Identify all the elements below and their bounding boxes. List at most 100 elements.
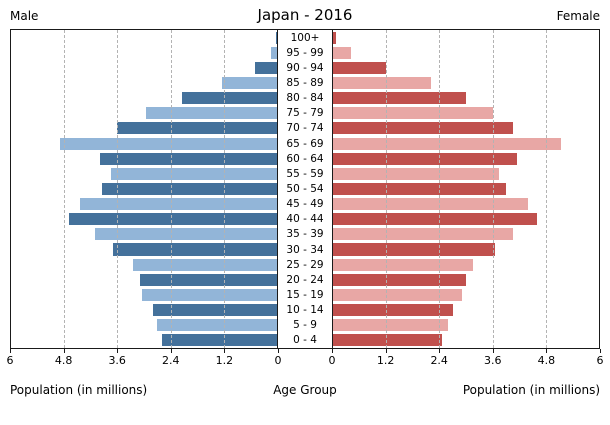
male-bar-row [11, 121, 277, 136]
female-bar [333, 46, 351, 59]
age-group-label: 55 - 59 [286, 167, 324, 180]
gridline [170, 30, 172, 348]
age-group-label: 5 - 9 [293, 319, 317, 332]
tick-label: 1.2 [376, 354, 395, 367]
age-group-label: 95 - 99 [286, 46, 324, 59]
male-bar-row [11, 91, 277, 106]
male-bar [221, 76, 277, 90]
male-bar-row [11, 75, 277, 90]
age-group-label: 75 - 79 [286, 107, 324, 120]
female-bar-row [333, 197, 599, 212]
female-bar-row [333, 91, 599, 106]
tick-label: 6 [6, 354, 14, 367]
male-bar-row [11, 151, 277, 166]
tick-label: 2.4 [430, 354, 448, 367]
age-group-label: 50 - 54 [286, 182, 324, 195]
age-group-label: 10 - 14 [286, 304, 324, 317]
male-bar-row [11, 303, 277, 318]
male-axis-label: Male [10, 9, 39, 23]
male-bar [110, 167, 277, 180]
chart-title: Japan - 2016 [257, 6, 353, 24]
female-bar [333, 167, 500, 180]
female-bar-row [333, 333, 599, 348]
female-bar-row [333, 30, 599, 45]
tick-mark [546, 349, 548, 353]
age-group-label: 45 - 49 [286, 198, 324, 211]
male-bar-row [11, 197, 277, 212]
age-group-label: 30 - 34 [286, 243, 324, 256]
age-group-label: 70 - 74 [286, 122, 324, 135]
female-bar [333, 304, 453, 317]
gridline [545, 30, 547, 348]
male-bar [152, 304, 277, 317]
female-bar [333, 92, 466, 105]
female-bar [333, 107, 493, 120]
age-group-label: 85 - 89 [286, 76, 324, 89]
female-bar-row [333, 106, 599, 121]
male-bar [112, 243, 277, 256]
tick-mark [170, 349, 172, 353]
male-bar [117, 122, 277, 135]
female-bar [333, 273, 466, 286]
male-bar [161, 334, 277, 347]
male-bar-row [11, 272, 277, 287]
tick-mark [63, 349, 65, 353]
tick-mark [492, 349, 494, 353]
male-x-axis: 0 1.2 2.4 3.6 4.8 6 [6, 349, 282, 367]
male-bar [79, 198, 277, 211]
male-bar [101, 182, 277, 196]
male-bar [95, 228, 277, 241]
female-bar [333, 31, 337, 44]
female-bar [333, 213, 537, 226]
chart-header: Male Japan - 2016 Female [10, 6, 600, 24]
age-group-label: 25 - 29 [286, 258, 324, 271]
left-axis-caption: Population (in millions) [10, 383, 148, 397]
female-bar-row [333, 45, 599, 60]
tick-mark [224, 349, 226, 353]
female-bar [333, 228, 513, 241]
male-bar [141, 288, 277, 302]
male-bar-row [11, 45, 277, 60]
female-bar [333, 243, 495, 256]
male-bar [181, 92, 277, 105]
tick-label: 0 [274, 354, 282, 367]
tick-mark [332, 349, 333, 353]
male-bar [59, 137, 277, 150]
gridline [117, 30, 119, 348]
tick-label: 1.2 [215, 354, 234, 367]
age-group-label: 90 - 94 [286, 61, 324, 74]
female-bar [333, 334, 442, 347]
tick-mark [600, 349, 601, 353]
female-bar [333, 319, 449, 332]
male-bar-row [11, 181, 277, 196]
male-bar [275, 31, 277, 44]
female-bar [333, 61, 387, 74]
male-bars [11, 30, 277, 348]
tick-mark [117, 349, 119, 353]
gridline [439, 30, 441, 348]
gridline [492, 30, 494, 348]
tick-label: 3.6 [108, 354, 126, 367]
female-bar-row [333, 75, 599, 90]
axis-captions: Population (in millions) Age Group Popul… [10, 383, 600, 397]
male-bar-row [11, 212, 277, 227]
female-panel [332, 29, 600, 349]
female-bar-row [333, 272, 599, 287]
female-axis-label: Female [556, 9, 601, 23]
female-bar [333, 258, 473, 271]
tick-label: 4.8 [54, 354, 73, 367]
male-bar [157, 319, 277, 332]
male-bar-row [11, 227, 277, 242]
female-bar [333, 152, 517, 165]
female-bar-row [333, 242, 599, 257]
right-axis-caption: Population (in millions) [462, 383, 601, 397]
age-group-label: 0 - 4 [293, 334, 317, 347]
female-bar-row [333, 151, 599, 166]
male-bar-row [11, 257, 277, 272]
x-axis: 0 1.2 2.4 3.6 4.8 6 0 1.2 2.4 3.6 4.8 6 [6, 349, 604, 367]
age-group-label: 35 - 39 [286, 228, 324, 241]
gridline [64, 30, 66, 348]
female-bar-row [333, 60, 599, 75]
female-bar-row [333, 166, 599, 181]
age-group-label: 20 - 24 [286, 273, 324, 286]
